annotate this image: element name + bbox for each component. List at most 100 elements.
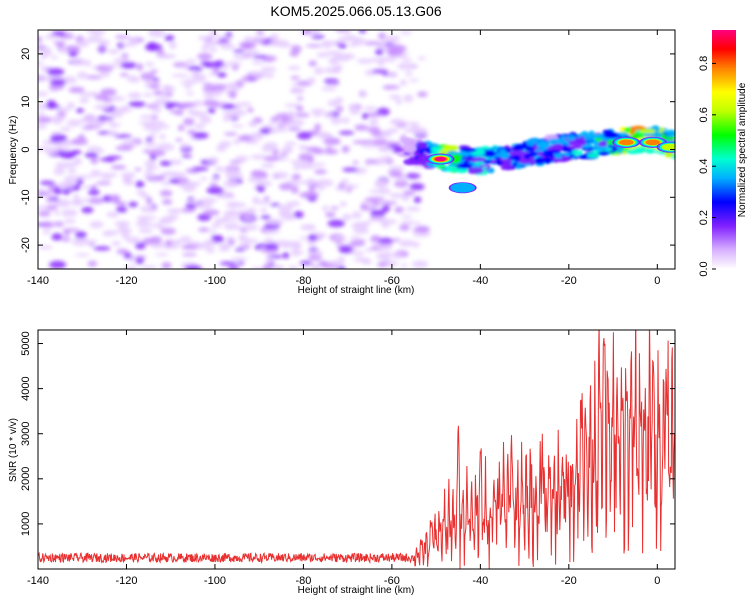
heatmap-layer	[38, 30, 675, 269]
heatmap-cell	[361, 112, 369, 120]
colorbar-tick-label: 0.6	[698, 107, 710, 122]
heatmap-cell	[571, 149, 583, 156]
heatmap-cell	[225, 32, 233, 38]
heatmap-cell	[68, 86, 85, 93]
heatmap-cell	[307, 77, 316, 84]
heatmap-cell	[63, 219, 76, 224]
heatmap-cell	[46, 100, 57, 108]
heatmap-cell	[379, 242, 390, 246]
heatmap-cell	[182, 102, 197, 108]
heatmap-cell	[325, 211, 336, 218]
heatmap-cell	[233, 53, 251, 60]
x-tick-label: -140	[27, 575, 49, 587]
heatmap-cell	[598, 140, 608, 148]
heatmap-cell	[515, 164, 523, 170]
heatmap-cell	[120, 61, 137, 69]
heatmap-cell	[78, 118, 89, 123]
heatmap-cell	[287, 65, 301, 71]
heatmap-cell	[286, 240, 302, 249]
heatmap-cell	[314, 67, 324, 75]
heatmap-cell	[76, 175, 93, 179]
heatmap-cell	[42, 229, 51, 235]
heatmap-cell	[405, 71, 413, 76]
heatmap-cell	[198, 35, 209, 41]
heatmap-cell	[299, 236, 309, 240]
heatmap-cell	[149, 236, 163, 244]
heatmap-cell	[262, 263, 272, 269]
heatmap-cell	[145, 137, 153, 142]
heatmap-cell	[284, 141, 297, 146]
heatmap-cell	[122, 177, 131, 183]
heatmap-hotspot	[619, 139, 634, 146]
snr-series-line	[38, 330, 675, 569]
heatmap-cell	[148, 30, 167, 38]
heatmap-cell	[180, 207, 196, 213]
heatmap-cell	[49, 199, 58, 204]
heatmap-cell	[160, 171, 178, 178]
heatmap-cell	[88, 119, 106, 127]
heatmap-cell	[152, 77, 160, 82]
x-tick-label: -20	[561, 575, 577, 587]
heatmap-cell	[288, 201, 301, 207]
heatmap-cell	[296, 131, 312, 140]
heatmap-cell	[138, 228, 153, 234]
heatmap-cell	[404, 145, 416, 154]
heatmap-cell	[38, 103, 48, 110]
heatmap-cell	[511, 154, 521, 161]
heatmap-cell	[290, 159, 307, 165]
heatmap-cell	[38, 76, 56, 81]
heatmap-cell	[227, 266, 240, 269]
heatmap-cell	[64, 141, 74, 147]
heatmap-cell	[115, 206, 128, 213]
heatmap-cell	[413, 151, 421, 157]
heatmap-cell	[83, 116, 97, 121]
heatmap-cell	[238, 237, 250, 242]
heatmap-cell	[252, 54, 267, 59]
heatmap-cell	[110, 111, 124, 118]
heatmap-cell	[217, 195, 236, 199]
heatmap-cell	[399, 224, 410, 231]
heatmap-cell	[544, 157, 551, 165]
heatmap-cell	[126, 75, 139, 83]
heatmap-cell	[181, 244, 199, 250]
heatmap-cell	[356, 58, 373, 64]
heatmap-cell	[38, 210, 51, 217]
heatmap-cell	[104, 63, 120, 68]
heatmap-cell	[197, 52, 213, 61]
heatmap-cell	[417, 56, 426, 61]
heatmap-cell	[150, 69, 159, 74]
heatmap-cell	[116, 108, 134, 112]
heatmap-noise	[38, 30, 431, 269]
heatmap-cell	[183, 117, 195, 126]
heatmap-cell	[286, 110, 296, 119]
heatmap-cell	[238, 212, 249, 218]
heatmap-cell	[360, 203, 367, 210]
x-tick-label: -100	[204, 275, 226, 287]
y-tick-label: 3000	[20, 421, 32, 445]
heatmap-cell	[262, 249, 279, 254]
heatmap-cell	[298, 144, 308, 151]
heatmap-cell	[220, 64, 229, 70]
heatmap-cell	[79, 92, 97, 97]
heatmap-cell	[202, 86, 218, 92]
heatmap-cell	[87, 260, 98, 267]
heatmap-cell	[351, 211, 362, 219]
heatmap-cell	[291, 173, 302, 181]
heatmap-cell	[155, 54, 174, 59]
heatmap-cell	[282, 216, 296, 221]
heatmap-cell	[59, 151, 77, 159]
heatmap-cell	[250, 154, 266, 160]
heatmap-cell	[199, 197, 218, 204]
heatmap-cell	[86, 75, 102, 79]
heatmap-cell	[114, 134, 132, 139]
heatmap-cell	[67, 168, 77, 174]
heatmap-cell	[98, 45, 106, 52]
heatmap-cell	[377, 180, 385, 189]
heatmap-cell	[278, 183, 293, 191]
heatmap-cell	[341, 213, 352, 221]
heatmap-cell	[397, 62, 416, 70]
heatmap-cell	[171, 73, 189, 78]
heatmap-cell	[144, 159, 156, 168]
heatmap-cell	[158, 219, 167, 224]
